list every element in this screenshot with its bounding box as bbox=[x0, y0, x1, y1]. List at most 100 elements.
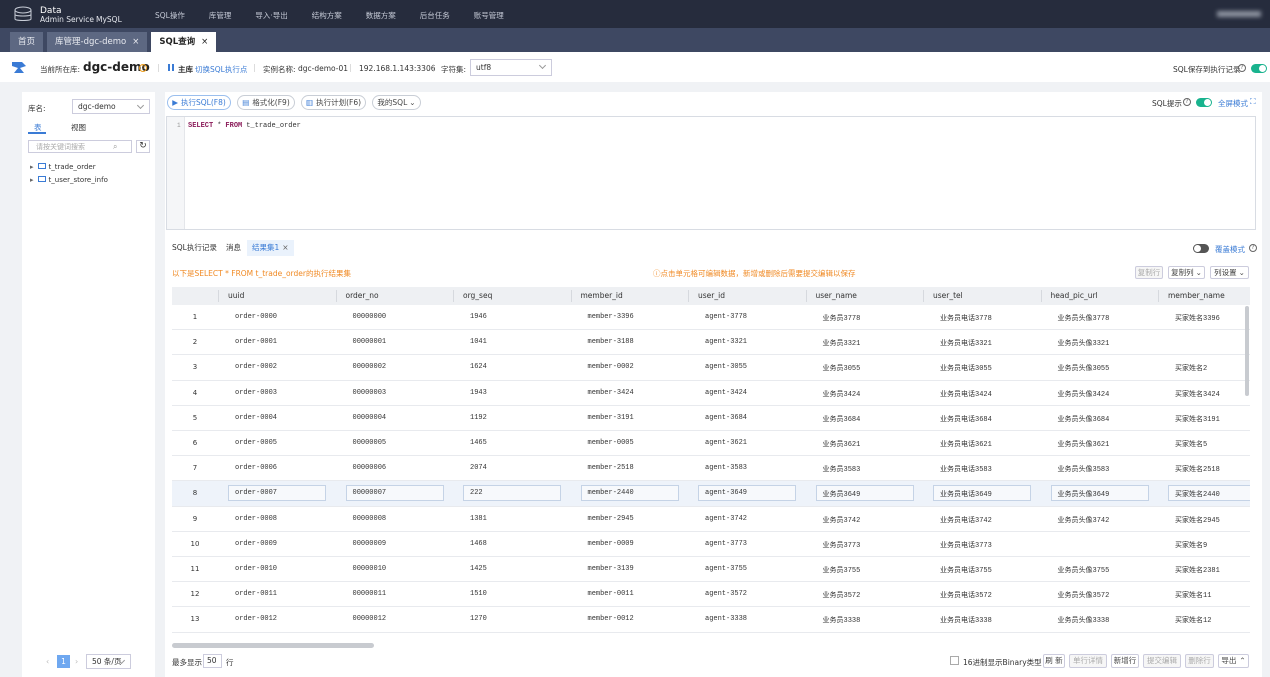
switch-link[interactable]: 切换SQL执行点 bbox=[195, 65, 248, 74]
cell[interactable]: agent-3321 bbox=[705, 338, 748, 347]
cell[interactable]: 2074 bbox=[470, 464, 487, 473]
page[interactable]: 1 bbox=[57, 655, 70, 668]
save-history-toggle[interactable] bbox=[1251, 64, 1267, 73]
column-header[interactable]: uuid bbox=[228, 291, 245, 300]
cell[interactable]: 业务员头像3684 bbox=[1057, 415, 1110, 424]
cell[interactable]: 业务员电话3572 bbox=[940, 592, 992, 601]
table-row[interactable]: 12 order-0011 00000011 1510 member-0011 agent… bbox=[172, 582, 1250, 608]
binary-checkbox[interactable] bbox=[950, 656, 959, 665]
cell[interactable]: 业务员头像3742 bbox=[1057, 516, 1110, 525]
cell[interactable]: 00000011 bbox=[352, 590, 387, 599]
result-tab[interactable]: SQL执行记录 bbox=[172, 240, 217, 256]
cell[interactable]: 业务员电话3684 bbox=[940, 415, 992, 424]
footer-button[interactable]: 提交编辑 bbox=[1143, 654, 1181, 668]
cell[interactable]: 业务员头像3778 bbox=[1057, 315, 1110, 323]
cell[interactable]: 00000000 bbox=[352, 313, 387, 321]
result-tab[interactable]: 消息 bbox=[226, 240, 241, 256]
fullscreen-icon[interactable]: ⛶ bbox=[1250, 97, 1256, 106]
cell-input[interactable]: order-0007 bbox=[228, 485, 326, 502]
page-size[interactable]: 50 条/页 bbox=[86, 654, 131, 669]
cell[interactable]: order-0010 bbox=[235, 565, 278, 573]
search-box[interactable]: 请按关键词搜索 ⌕ bbox=[28, 140, 132, 153]
cell[interactable]: 业务员电话3778 bbox=[940, 315, 992, 323]
table-row[interactable]: 4 order-0003 00000003 1943 member-3424 agent-… bbox=[172, 381, 1250, 406]
cell[interactable]: 买家姓名12 bbox=[1175, 617, 1212, 626]
cell[interactable]: 00000010 bbox=[352, 565, 387, 573]
cell[interactable]: 业务员3742 bbox=[822, 516, 861, 525]
cell[interactable]: agent-3583 bbox=[705, 464, 748, 473]
fullscreen[interactable]: 全屏模式 bbox=[1218, 99, 1248, 108]
table-row[interactable]: 10 order-0009 00000009 1468 member-0009 agent… bbox=[172, 532, 1250, 557]
cell[interactable]: 买家姓名3424 bbox=[1175, 390, 1220, 399]
column-header[interactable]: head_pic_url bbox=[1050, 291, 1098, 300]
cell[interactable]: 买家姓名2 bbox=[1175, 365, 1208, 374]
cell[interactable]: 买家姓名2518 bbox=[1175, 466, 1220, 475]
cell[interactable]: 业务员电话3321 bbox=[940, 340, 992, 349]
table-row[interactable]: 1 order-0000 00000000 1946 member-3396 agent-… bbox=[172, 305, 1250, 331]
cell[interactable]: order-0008 bbox=[235, 514, 278, 523]
cell[interactable]: 业务员电话3742 bbox=[940, 516, 992, 525]
table-row[interactable]: 7 order-0006 00000006 2074 member-2518 agent-… bbox=[172, 456, 1250, 482]
footer-button[interactable]: 刷 新 bbox=[1043, 654, 1065, 668]
cell-input[interactable]: 买家姓名2440 bbox=[1168, 485, 1250, 502]
cell[interactable]: 业务员3778 bbox=[822, 315, 861, 323]
cell[interactable]: member-0002 bbox=[587, 363, 634, 372]
help-icon[interactable]: ? bbox=[1238, 64, 1246, 72]
tree-item[interactable]: ▸ t_user_store_info bbox=[30, 176, 108, 184]
cell-input[interactable]: 222 bbox=[463, 485, 561, 502]
charset-select[interactable]: utf8 bbox=[470, 59, 552, 76]
overwrite-toggle[interactable] bbox=[1193, 244, 1209, 253]
cell[interactable]: agent-3684 bbox=[705, 413, 748, 422]
cell[interactable]: 业务员电话3424 bbox=[940, 390, 992, 399]
nav-item[interactable]: 后台任务 bbox=[419, 11, 450, 20]
cell[interactable]: agent-3742 bbox=[705, 514, 748, 523]
search-icon[interactable]: ⌕ bbox=[113, 142, 118, 151]
cell[interactable]: 业务员3572 bbox=[822, 592, 861, 601]
cell[interactable]: 00000005 bbox=[352, 439, 387, 447]
result-tab[interactable]: 结果集1 × bbox=[247, 240, 294, 256]
footer-button[interactable]: 新增行 bbox=[1111, 654, 1139, 668]
tab[interactable]: 首页 bbox=[10, 32, 44, 52]
cell[interactable]: order-0006 bbox=[235, 464, 278, 473]
tab[interactable]: SQL查询 × bbox=[151, 32, 217, 52]
cell[interactable]: 业务员电话3338 bbox=[940, 617, 992, 626]
cell[interactable]: 业务员3621 bbox=[822, 441, 861, 449]
cell[interactable]: 1468 bbox=[470, 539, 487, 548]
cell-input[interactable]: member-2440 bbox=[580, 485, 679, 502]
cell[interactable]: 业务员头像3338 bbox=[1057, 617, 1110, 626]
cell[interactable]: member-2518 bbox=[587, 464, 634, 473]
nav-item[interactable]: 账号管理 bbox=[473, 11, 504, 20]
nav-item[interactable]: 导入·导出 bbox=[255, 11, 288, 20]
cell[interactable]: 业务员头像3321 bbox=[1057, 340, 1110, 349]
cell[interactable]: order-0000 bbox=[235, 313, 278, 321]
cell[interactable]: 00000004 bbox=[352, 413, 387, 422]
column-header[interactable]: order_no bbox=[345, 291, 379, 300]
cell[interactable]: 00000003 bbox=[352, 388, 387, 397]
info-icon[interactable]: ! bbox=[139, 64, 147, 72]
column-header[interactable]: member_id bbox=[580, 291, 623, 300]
sql-editor[interactable]: 1 SELECT * FROM t_trade_order bbox=[166, 116, 1256, 230]
nav-item[interactable]: SQL操作 bbox=[155, 11, 185, 20]
cell[interactable]: 业务员3583 bbox=[822, 466, 861, 475]
cell[interactable]: member-3191 bbox=[587, 413, 634, 422]
nav-item[interactable]: 库管理 bbox=[208, 11, 232, 20]
max-rows-input[interactable]: 50 bbox=[203, 654, 222, 668]
cell[interactable]: 业务员3424 bbox=[822, 390, 861, 399]
table-row[interactable]: 6 order-0005 00000005 1465 member-0005 agent-… bbox=[172, 431, 1250, 457]
cell[interactable]: order-0005 bbox=[235, 439, 278, 447]
column-header[interactable]: user_name bbox=[815, 291, 857, 300]
cell[interactable]: 1425 bbox=[470, 565, 487, 573]
cell[interactable]: 买家姓名2381 bbox=[1175, 567, 1220, 575]
cell[interactable]: agent-3778 bbox=[705, 313, 748, 321]
cell[interactable]: 1465 bbox=[470, 439, 487, 447]
cell[interactable]: 买家姓名11 bbox=[1175, 592, 1212, 601]
action-button[interactable]: 列设置 ⌄ bbox=[1210, 266, 1249, 279]
cell-input[interactable]: 业务员3649 bbox=[815, 485, 914, 502]
footer-button[interactable]: 导出 ⌃ bbox=[1218, 654, 1249, 668]
column-header[interactable]: org_seq bbox=[463, 291, 493, 300]
help-icon[interactable]: ? bbox=[1183, 98, 1191, 106]
refresh[interactable]: ↻ bbox=[136, 140, 150, 153]
cell[interactable]: member-3396 bbox=[587, 313, 634, 321]
column-header[interactable]: member_name bbox=[1168, 291, 1225, 300]
cell[interactable]: 1510 bbox=[470, 590, 487, 599]
